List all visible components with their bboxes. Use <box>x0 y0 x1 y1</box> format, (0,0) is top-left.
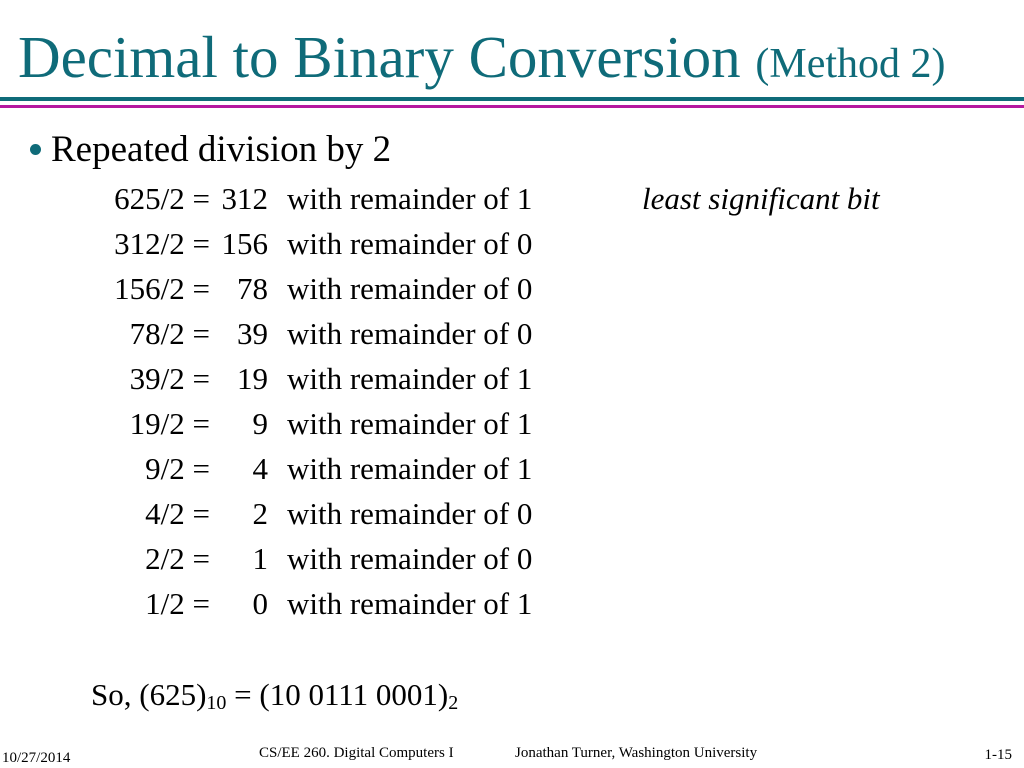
division-expression: 78/2 = <box>129 316 210 351</box>
footer-author: Jonathan Turner, Washington University <box>515 745 758 761</box>
division-remainder: with remainder of 1 <box>287 586 533 621</box>
division-steps: 625/2 = 312 with remainder of 1 least si… <box>0 176 1024 626</box>
division-remainder: with remainder of 1 <box>287 451 533 486</box>
division-quotient: 4 <box>252 451 269 486</box>
division-quotient: 39 <box>237 316 268 351</box>
conversion-result: So, (625)10 = (10 0111 0001)2 <box>91 672 458 717</box>
division-remainder: with remainder of 0 <box>287 226 533 261</box>
division-quotient: 156 <box>221 226 269 261</box>
title-rule-primary <box>0 97 1024 101</box>
division-remainder: with remainder of 1 <box>287 181 533 216</box>
division-remainder: with remainder of 0 <box>287 496 533 531</box>
slide-title-main: Decimal to Binary Conversion <box>18 24 741 90</box>
division-row: 625/2 = 312 with remainder of 1 least si… <box>0 176 1024 221</box>
division-remainder: with remainder of 0 <box>287 271 533 306</box>
division-expression: 39/2 = <box>129 361 210 396</box>
division-expression: 1/2 = <box>145 586 210 621</box>
base-two-subscript: 2 <box>448 692 459 714</box>
division-row: 312/2 = 156 with remainder of 0 <box>0 221 1024 266</box>
base-ten-subscript: 10 <box>206 692 227 714</box>
division-expression: 9/2 = <box>145 451 210 486</box>
footer-course: CS/EE 260. Digital Computers I <box>259 745 454 761</box>
division-quotient: 19 <box>237 361 268 396</box>
division-remainder: with remainder of 1 <box>287 406 533 441</box>
footer-date: 10/27/2014 <box>2 750 71 766</box>
footer-page-number: 1-15 <box>984 747 1013 763</box>
division-row: 9/2 = 4 with remainder of 1 <box>0 446 1024 491</box>
title-rule-secondary <box>0 105 1024 108</box>
division-quotient: 0 <box>252 586 269 621</box>
result-prefix: So, (625) <box>91 677 207 712</box>
bullet-text: Repeated division by 2 <box>51 129 392 170</box>
division-row: 4/2 = 2 with remainder of 0 <box>0 491 1024 536</box>
division-quotient: 78 <box>237 271 268 306</box>
division-remainder: with remainder of 0 <box>287 541 533 576</box>
division-quotient: 9 <box>252 406 269 441</box>
bit-note: least significant bit <box>642 181 880 216</box>
division-quotient: 312 <box>221 181 269 216</box>
division-row: 19/2 = 9 with remainder of 1 <box>0 401 1024 446</box>
division-expression: 4/2 = <box>145 496 210 531</box>
division-quotient: 1 <box>252 541 269 576</box>
bullet-item: Repeated division by 2 <box>30 128 391 172</box>
result-binary: = (10 0111 0001) <box>226 677 449 712</box>
division-row: 156/2 = 78 with remainder of 0 <box>0 266 1024 311</box>
division-expression: 19/2 = <box>129 406 210 441</box>
bullet-dot-icon <box>30 144 41 156</box>
division-row: 1/2 = 0 with remainder of 1 <box>0 581 1024 626</box>
division-row: 2/2 = 1 with remainder of 0 <box>0 536 1024 581</box>
division-remainder: with remainder of 1 <box>287 361 533 396</box>
division-expression: 312/2 = <box>114 226 210 261</box>
division-remainder: with remainder of 0 <box>287 316 533 351</box>
division-quotient: 2 <box>252 496 269 531</box>
division-expression: 2/2 = <box>145 541 210 576</box>
division-expression: 156/2 = <box>114 271 210 306</box>
slide-title-sub: (Method 2) <box>755 41 946 87</box>
division-expression: 625/2 = <box>114 181 210 216</box>
division-row: 78/2 = 39 with remainder of 0 <box>0 311 1024 356</box>
slide-title: Decimal to Binary Conversion (Method 2) <box>18 22 946 99</box>
division-row: 39/2 = 19 with remainder of 1 <box>0 356 1024 401</box>
